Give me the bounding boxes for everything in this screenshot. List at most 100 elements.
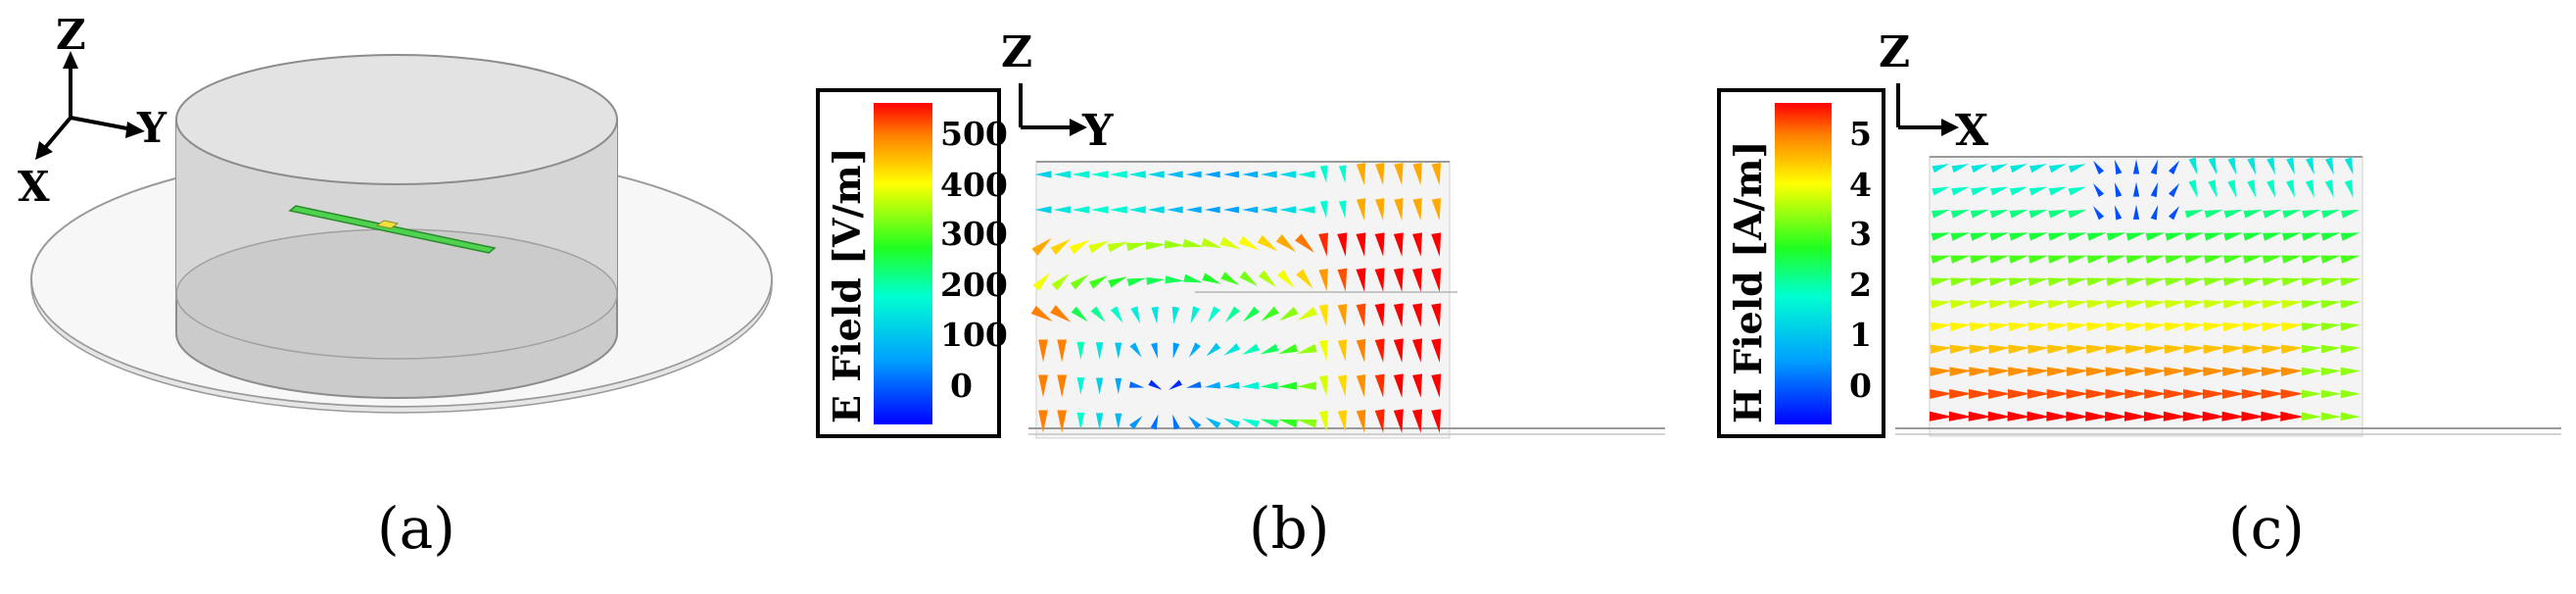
field-arrow [2010, 164, 2027, 173]
field-arrow [2241, 389, 2266, 399]
field-arrow [1930, 389, 1953, 399]
field-arrow [2066, 389, 2090, 399]
field-arrow [1095, 413, 1104, 430]
field-arrow [2093, 206, 2105, 221]
field-arrow [1988, 344, 2011, 354]
field-arrow [2164, 367, 2187, 376]
field-arrow [1989, 255, 2010, 264]
field-arrow [2203, 277, 2224, 286]
field-arrow [2223, 232, 2243, 241]
field-arrow [2281, 277, 2303, 286]
field-arrow [2344, 179, 2354, 198]
field-arrow [1988, 300, 2011, 309]
field-arrow [1277, 419, 1298, 428]
field-arrow [1171, 306, 1180, 324]
field-arrow [2204, 232, 2224, 241]
field-arrow [2247, 157, 2257, 175]
field-arrow [2086, 232, 2107, 241]
field-arrow [2320, 300, 2342, 309]
field-arrow [1930, 300, 1952, 309]
field-arrow [1374, 373, 1385, 398]
field-arrow [1970, 255, 1990, 264]
field-arrow [2306, 157, 2314, 175]
field-arrow [2047, 322, 2070, 331]
field-arrow [2164, 300, 2186, 309]
field-arrow [1356, 163, 1366, 186]
field-arrow [2027, 411, 2051, 421]
field-arrow [1032, 272, 1051, 291]
colorbar-tick: 5 [1849, 115, 1872, 153]
field-arrow [1374, 268, 1385, 292]
panel-b-e-field: E Field [V/m] 500 400 300 200 100 0 Z Y … [803, 0, 1685, 594]
field-arrow [1431, 303, 1442, 327]
field-arrow [1190, 306, 1201, 324]
field-arrow [2046, 367, 2070, 376]
field-arrow [1038, 339, 1048, 363]
field-arrow [2262, 300, 2283, 309]
field-arrow [1337, 374, 1347, 397]
field-arrow [2184, 232, 2205, 241]
field-arrow [2204, 209, 2223, 219]
field-arrow [1258, 270, 1276, 288]
colorbar-ticks: 5 4 3 2 1 0 [1849, 115, 1872, 405]
caption-a: (a) [377, 495, 455, 562]
field-arrow [2208, 179, 2218, 198]
field-arrow [1296, 269, 1313, 289]
field-arrow [2340, 277, 2361, 286]
field-arrow [2183, 300, 2206, 309]
field-arrow [1988, 277, 2010, 286]
field-arrow [1147, 171, 1165, 178]
axis-label-z: Z [56, 11, 86, 59]
field-arrow [1337, 268, 1348, 292]
colorbar-tick: 500 [940, 115, 1008, 153]
field-arrow [2305, 179, 2314, 198]
field-arrow [2027, 300, 2049, 309]
field-arrow [2047, 277, 2069, 286]
field-arrow [2105, 411, 2129, 421]
field-arrow [1318, 269, 1328, 292]
field-arrow [2320, 322, 2342, 331]
field-arrow [2263, 232, 2282, 241]
field-arrow [2114, 159, 2123, 175]
colorbar-label: H Field [A/m] [1726, 141, 1770, 424]
field-arrow [1431, 163, 1441, 186]
field-arrow [2340, 209, 2361, 219]
field-arrow [2125, 277, 2147, 286]
field-arrow [2123, 411, 2149, 421]
field-arrow [2281, 322, 2304, 331]
field-arrow [2086, 300, 2108, 309]
field-arrow [1238, 235, 1260, 251]
field-arrow [2203, 344, 2225, 354]
field-arrow [1412, 268, 1422, 292]
field-arrow [1932, 164, 1950, 173]
field-arrow [2222, 300, 2244, 309]
field-arrow [1931, 232, 1951, 241]
field-arrow [1951, 186, 1970, 196]
field-arrow [1038, 410, 1048, 433]
field-arrow [2105, 344, 2128, 354]
field-arrow [1968, 411, 1992, 421]
field-arrow [2132, 204, 2140, 220]
field-arrow [2183, 367, 2207, 376]
field-arrow [2027, 277, 2049, 286]
field-arrow [2144, 300, 2167, 309]
field-arrow [1224, 306, 1240, 323]
field-arrow [1318, 410, 1328, 432]
field-arrow [1375, 163, 1385, 186]
field-arrow [1393, 373, 1404, 398]
field-arrow [1204, 381, 1221, 389]
field-arrow [1950, 277, 1971, 286]
field-arrow [2242, 255, 2264, 264]
field-arrow [2221, 411, 2246, 421]
field-arrow [2301, 322, 2322, 331]
field-arrow [2007, 389, 2031, 399]
field-arrow [1971, 164, 1989, 173]
field-arrow [2106, 300, 2127, 309]
field-arrow [1412, 338, 1422, 363]
caption-b: (b) [1249, 495, 1330, 562]
field-arrow [2145, 255, 2166, 264]
field-arrow [1072, 206, 1090, 214]
field-arrow [1260, 171, 1277, 178]
field-arrow [1095, 342, 1104, 360]
field-arrow [1151, 306, 1159, 324]
